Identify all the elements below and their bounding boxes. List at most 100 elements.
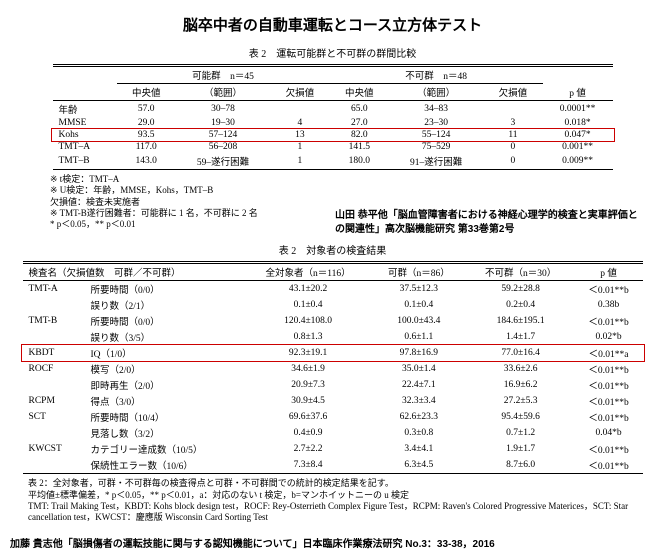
t2-col-all: 全対象者（n＝116） <box>245 263 371 281</box>
cell: 77.0±16.4 <box>467 345 575 361</box>
table1-caption: 表 2 運転可能群と不可群の群間比較 <box>10 45 655 60</box>
table2: 検査名（欠損値数 可群／不可群） 全対象者（n＝116） 可群（n＝86） 不可… <box>23 261 643 474</box>
cell: 0.38b <box>575 297 643 313</box>
cell: 32.3±3.4 <box>371 393 467 409</box>
cell: ＜0.01**b <box>575 313 643 329</box>
cell: 2.7±2.2 <box>245 441 371 457</box>
cell: IQ（1/0） <box>85 345 246 361</box>
t2-col-able: 可群（n＝86） <box>371 263 467 281</box>
table-row: TMT–A117.056–2081141.575–52900.001** <box>53 141 613 153</box>
cell: 20.9±7.3 <box>245 377 371 393</box>
cell: 誤り数（3/5） <box>85 329 246 345</box>
cell: 所要時間（0/0） <box>85 313 246 329</box>
citation-2: 加藤 貴志他「脳損傷者の運転技能に関与する認知機能について」日本臨床作業療法研究… <box>10 535 655 550</box>
cell: ＜0.01**b <box>575 377 643 393</box>
cell: 年齢 <box>53 101 117 118</box>
cell: 23–30 <box>389 117 483 129</box>
cell: 0.2±0.4 <box>467 297 575 313</box>
cell: 0.6±1.1 <box>371 329 467 345</box>
table-row: ROCF模写（2/0）34.6±1.935.0±1.433.6±2.6＜0.01… <box>23 361 643 377</box>
cell: 1 <box>270 141 329 153</box>
cell: KWCST <box>23 441 85 457</box>
cell <box>23 457 85 474</box>
cell: 33.6±2.6 <box>467 361 575 377</box>
cell: 43.1±20.2 <box>245 281 371 298</box>
cell: 模写（2/0） <box>85 361 246 377</box>
cell: 35.0±1.4 <box>371 361 467 377</box>
cell: 27.2±5.3 <box>467 393 575 409</box>
table-row: 誤り数（3/5）0.8±1.30.6±1.11.4±1.70.02*b <box>23 329 643 345</box>
cell: 93.5 <box>117 129 176 141</box>
cell: 16.9±6.2 <box>467 377 575 393</box>
cell: 22.4±7.1 <box>371 377 467 393</box>
cell: 0.1±0.4 <box>371 297 467 313</box>
cell: 0.047* <box>543 129 613 141</box>
cell: 141.5 <box>330 141 389 153</box>
cell: KBDT <box>23 345 85 361</box>
cell: TMT-A <box>23 281 85 298</box>
cell: 0.02*b <box>575 329 643 345</box>
header-able-group: 可能群 n＝45 <box>117 66 330 84</box>
cell: Kohs <box>53 129 117 141</box>
cell: 1 <box>270 153 329 170</box>
cell: 100.0±43.4 <box>371 313 467 329</box>
col-median2: 中央値 <box>330 84 389 101</box>
t2-col-unable: 不可群（n＝30） <box>467 263 575 281</box>
cell: 69.6±37.6 <box>245 409 371 425</box>
cell <box>23 297 85 313</box>
header-unable-group: 不可群 n＝48 <box>330 66 543 84</box>
t2-col-p: p 値 <box>575 263 643 281</box>
cell: 13 <box>270 129 329 141</box>
table-row: MMSE29.019–30427.023–3030.018* <box>53 117 613 129</box>
cell: 保続性エラー数（10/6） <box>85 457 246 474</box>
cell: 19–30 <box>176 117 270 129</box>
cell: 57.0 <box>117 101 176 118</box>
cell: 0.0001** <box>543 101 613 118</box>
cell: 59–遂行困難 <box>176 153 270 170</box>
cell: 0.009** <box>543 153 613 170</box>
cell: 0.7±1.2 <box>467 425 575 441</box>
table-row: 即時再生（2/0）20.9±7.322.4±7.116.9±6.2＜0.01**… <box>23 377 643 393</box>
cell: 57–124 <box>176 129 270 141</box>
cell: 0 <box>483 153 542 170</box>
cell: 62.6±23.3 <box>371 409 467 425</box>
table-row: TMT-A所要時間（0/0）43.1±20.237.5±12.359.2±28.… <box>23 281 643 298</box>
cell: 所要時間（10/4） <box>85 409 246 425</box>
cell: 180.0 <box>330 153 389 170</box>
cell: ＜0.01**b <box>575 457 643 474</box>
cell: 3.4±4.1 <box>371 441 467 457</box>
t2-col-name: 検査名（欠損値数 可群／不可群） <box>23 263 246 281</box>
cell: 29.0 <box>117 117 176 129</box>
cell: MMSE <box>53 117 117 129</box>
cell: 1.9±1.7 <box>467 441 575 457</box>
cell: 95.4±59.6 <box>467 409 575 425</box>
cell: 0.3±0.8 <box>371 425 467 441</box>
cell: 見落し数（3/2） <box>85 425 246 441</box>
col-range1: （範囲） <box>176 84 270 101</box>
cell: 3 <box>483 117 542 129</box>
cell: RCPM <box>23 393 85 409</box>
table-row: TMT–B143.059–遂行困難1180.091–遂行困難00.009** <box>53 153 613 170</box>
cell: 所要時間（0/0） <box>85 281 246 298</box>
cell: 117.0 <box>117 141 176 153</box>
cell: 0.04*b <box>575 425 643 441</box>
cell: 92.3±19.1 <box>245 345 371 361</box>
page-title: 脳卒中者の自動車運転とコース立方体テスト <box>10 14 655 35</box>
cell: ＜0.01**b <box>575 281 643 298</box>
table2-footnotes: 表 2：全対象者，可群・不可群毎の検査得点と可群・不可群間での統計的検定結果を記… <box>28 478 655 523</box>
cell: 0.1±0.4 <box>245 297 371 313</box>
cell <box>23 425 85 441</box>
cell: TMT–A <box>53 141 117 153</box>
cell: 120.4±108.0 <box>245 313 371 329</box>
cell <box>270 101 329 118</box>
cell: 65.0 <box>330 101 389 118</box>
cell: ＜0.01**b <box>575 409 643 425</box>
cell <box>483 101 542 118</box>
table1: 可能群 n＝45 不可群 n＝48 中央値 （範囲） 欠損値 中央値 （範囲） … <box>53 64 613 170</box>
cell: 6.3±4.5 <box>371 457 467 474</box>
cell: 30–78 <box>176 101 270 118</box>
col-range2: （範囲） <box>389 84 483 101</box>
cell: 0.4±0.9 <box>245 425 371 441</box>
table-row: RCPM得点（3/0）30.9±4.532.3±3.427.2±5.3＜0.01… <box>23 393 643 409</box>
cell: 37.5±12.3 <box>371 281 467 298</box>
